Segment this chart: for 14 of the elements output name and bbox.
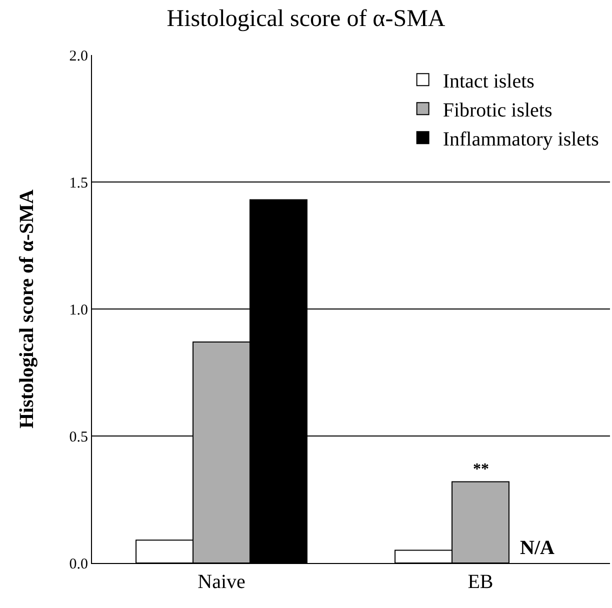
y-tick-label: 1.5 xyxy=(69,175,88,192)
legend-label: Inflammatory islets xyxy=(442,128,600,150)
y-tick-label: 1.0 xyxy=(69,302,88,318)
y-tick-label: 2.0 xyxy=(69,48,88,64)
annotation: ** xyxy=(473,461,489,478)
y-tick-label: 0.5 xyxy=(69,429,88,446)
x-tick-label: Naive xyxy=(198,571,246,593)
legend-label: Fibrotic islets xyxy=(442,99,552,122)
y-axis-title: Histological score of α-SMA xyxy=(16,188,38,429)
legend-label: Intact islets xyxy=(442,70,535,92)
y-tick-label: 0.0 xyxy=(69,556,88,572)
x-tick-label: EB xyxy=(468,571,494,593)
annotation: N/A xyxy=(520,537,555,559)
chart-title: Histological score of α-SMA xyxy=(166,6,446,32)
